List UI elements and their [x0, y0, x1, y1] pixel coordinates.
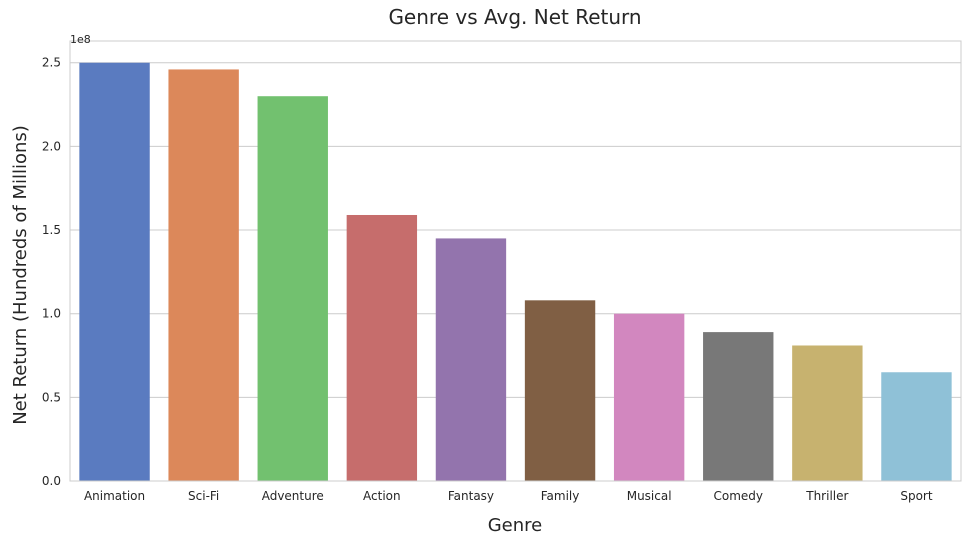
- plot-frame: [69, 40, 962, 482]
- x-tick-label: Family: [541, 489, 580, 503]
- x-tick-label: Fantasy: [448, 489, 494, 503]
- y-offset-label: 1e8: [70, 33, 91, 46]
- chart-title: Genre vs Avg. Net Return: [388, 5, 641, 29]
- bar-adventure: [257, 96, 328, 482]
- x-tick-label: Musical: [627, 489, 672, 503]
- bars: [79, 62, 952, 482]
- x-tick-label: Action: [363, 489, 401, 503]
- y-tick-label: 2.5: [42, 56, 61, 70]
- y-tick-label: 0.0: [42, 474, 61, 488]
- bar-thriller: [792, 345, 863, 481]
- y-tick-label: 2.0: [42, 139, 61, 153]
- x-tick-label: Sport: [900, 489, 933, 503]
- y-axis-label: Net Return (Hundreds of Millions): [10, 125, 31, 425]
- bar-animation: [79, 62, 150, 481]
- bar-sport: [881, 372, 952, 481]
- y-tick-label: 0.5: [42, 390, 61, 404]
- x-tick-label: Sci-Fi: [188, 489, 219, 503]
- bar-fantasy: [435, 238, 507, 481]
- y-tick-label: 1.5: [42, 223, 61, 237]
- x-tick-label: Adventure: [262, 489, 324, 503]
- bar-family: [524, 300, 596, 481]
- x-tick-label: Comedy: [713, 489, 763, 503]
- bar-musical: [613, 313, 685, 481]
- bar-action: [346, 214, 418, 481]
- y-tick-labels: 0.0 0.5 1.0 1.5 2.0 2.5: [42, 56, 61, 488]
- x-tick-label: Thriller: [805, 489, 848, 503]
- bar-sci-fi: [168, 69, 239, 481]
- bar-comedy: [703, 332, 774, 481]
- x-axis-label: Genre: [488, 515, 543, 536]
- x-tick-label: Animation: [84, 489, 145, 503]
- y-tick-label: 1.0: [42, 307, 61, 321]
- x-tick-labels: Animation Sci-Fi Adventure Action Fantasy Fam…: [84, 489, 933, 503]
